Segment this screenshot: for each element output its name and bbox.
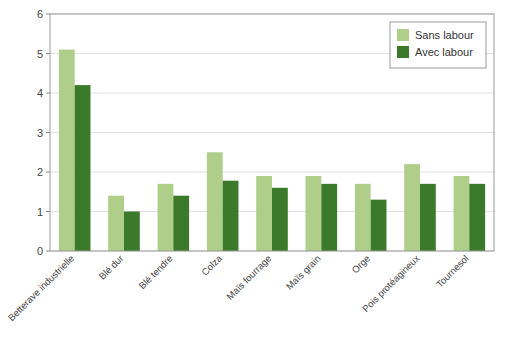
y-tick-label: 6 xyxy=(37,8,43,20)
y-tick-label: 1 xyxy=(37,206,43,218)
x-tick-label: Maïs fourrage xyxy=(224,253,273,302)
grid-line xyxy=(50,93,494,94)
x-tick-label: Orge xyxy=(349,253,372,276)
legend-label: Sans labour xyxy=(415,29,474,41)
bar xyxy=(256,176,272,251)
y-tick-label: 4 xyxy=(37,87,43,99)
legend-swatch xyxy=(397,46,409,58)
x-tick-label: Pois protéagineux xyxy=(360,252,422,314)
y-tick-label: 2 xyxy=(37,166,43,178)
chart: 0 1 2 3 4 5 6 Betterave industrielle Blé dur Blé … xyxy=(0,0,508,337)
bar xyxy=(59,50,75,251)
x-tick-label: Betterave industrielle xyxy=(6,253,77,324)
y-tick xyxy=(46,14,50,15)
y-tick-label: 0 xyxy=(37,245,43,257)
x-tick-label: Blé dur xyxy=(96,253,125,282)
bar xyxy=(469,184,485,251)
bar xyxy=(321,184,337,251)
bar xyxy=(207,152,223,251)
y-tick-label: 5 xyxy=(37,48,43,60)
bar xyxy=(454,176,470,251)
x-tick-label: Maïs grain xyxy=(284,253,323,292)
grid-line xyxy=(50,172,494,173)
bar xyxy=(75,85,91,251)
legend-label: Avec labour xyxy=(415,46,473,58)
bar xyxy=(223,181,239,251)
legend: Sans labour Avec labour xyxy=(390,22,486,68)
bar xyxy=(124,212,140,252)
bar xyxy=(420,184,436,251)
x-tick-label: Colza xyxy=(199,252,224,277)
y-tick xyxy=(46,132,50,133)
grid-line xyxy=(50,132,494,133)
y-tick xyxy=(46,172,50,173)
bar xyxy=(404,164,420,251)
bar xyxy=(306,176,322,251)
y-tick xyxy=(46,93,50,94)
y-tick xyxy=(46,211,50,212)
grid xyxy=(50,14,494,251)
bar xyxy=(173,196,189,251)
x-tick-label: Blé tendre xyxy=(136,253,174,291)
legend-swatch xyxy=(397,29,409,41)
y-tick-label: 3 xyxy=(37,127,43,139)
bar xyxy=(355,184,371,251)
bar xyxy=(272,188,288,251)
y-tick xyxy=(46,53,50,54)
chart-container: 0 1 2 3 4 5 6 Betterave industrielle Blé dur Blé … xyxy=(0,0,508,337)
bar xyxy=(158,184,174,251)
x-tick-label: Tournesol xyxy=(434,253,471,290)
bars xyxy=(59,50,485,251)
plot-frame xyxy=(50,14,494,251)
bar xyxy=(108,196,124,251)
y-tick xyxy=(46,251,50,252)
bar xyxy=(371,200,387,251)
legend-box xyxy=(390,22,486,68)
